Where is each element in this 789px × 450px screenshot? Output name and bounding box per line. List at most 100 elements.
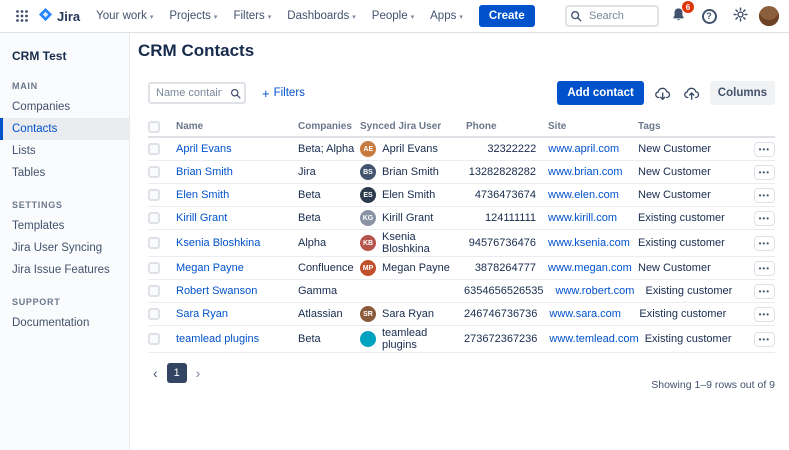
contact-name-link[interactable]: Ksenia Bloshkina: [176, 237, 261, 249]
chevron-down-icon: ▾: [213, 13, 218, 21]
site-link[interactable]: www.brian.com: [548, 166, 623, 178]
user-avatar[interactable]: [759, 6, 779, 26]
site-link[interactable]: www.kirill.com: [548, 212, 618, 224]
row-checkbox[interactable]: [148, 333, 160, 345]
site-link[interactable]: www.megan.com: [548, 262, 632, 274]
nav-item[interactable]: Your work ▾: [88, 0, 161, 32]
column-header-site[interactable]: Site: [548, 121, 567, 132]
row-checkbox[interactable]: [148, 143, 160, 155]
filters-button[interactable]: + Filters: [262, 85, 305, 101]
topbar-search-input[interactable]: [565, 5, 659, 27]
nav-item[interactable]: Dashboards ▾: [279, 0, 364, 32]
companies-cell: Beta: [298, 189, 321, 201]
sidebar-item[interactable]: Documentation: [0, 312, 129, 334]
app-switcher-icon[interactable]: [10, 4, 34, 28]
site-link[interactable]: www.april.com: [548, 143, 620, 155]
rows-summary: Showing 1–9 rows out of 9: [651, 379, 775, 391]
nav-item[interactable]: Filters ▾: [225, 0, 279, 32]
site-link[interactable]: www.sara.com: [549, 308, 621, 320]
nav-item-label: People: [371, 10, 408, 22]
topbar-right: 6 ?: [565, 1, 779, 28]
pagination-next-icon[interactable]: ›: [195, 365, 201, 381]
contact-name-link[interactable]: April Evans: [176, 143, 232, 155]
site-link[interactable]: www.robert.com: [555, 285, 635, 297]
row-checkbox[interactable]: [148, 308, 160, 320]
name-filter-input[interactable]: [148, 82, 246, 104]
pagination-prev-icon[interactable]: ‹: [153, 365, 158, 381]
companies-cell: Confluence: [298, 262, 354, 274]
row-checkbox[interactable]: [148, 212, 160, 224]
add-contact-button[interactable]: Add contact: [557, 81, 644, 105]
main-content: CRM Contacts + Filters Add contact: [130, 33, 789, 450]
synced-user-avatar: SR: [360, 306, 376, 322]
help-icon: ?: [701, 8, 717, 24]
project-title: CRM Test: [12, 49, 67, 63]
sidebar-item[interactable]: Lists: [0, 140, 129, 162]
contact-name-link[interactable]: Kirill Grant: [176, 212, 228, 224]
tags-cell: Existing customer: [644, 333, 732, 345]
companies-cell: Beta: [298, 333, 321, 345]
companies-cell: Atlassian: [298, 308, 343, 320]
contact-name-link[interactable]: Megan Payne: [176, 262, 244, 274]
row-actions-button[interactable]: •••: [753, 164, 775, 180]
site-link[interactable]: www.temlead.com: [549, 333, 639, 345]
synced-user-name: Megan Payne: [382, 262, 450, 274]
row-actions-button[interactable]: •••: [753, 283, 775, 299]
nav-item-label: Projects: [169, 10, 211, 22]
contact-name-link[interactable]: teamlead plugins: [176, 333, 260, 345]
pagination-page-current[interactable]: 1: [166, 363, 187, 383]
column-header-name[interactable]: Name: [176, 121, 204, 132]
contact-name-link[interactable]: Elen Smith: [176, 189, 230, 201]
sidebar-section-heading: SETTINGS: [12, 200, 63, 210]
nav-item[interactable]: People ▾: [364, 0, 422, 32]
row-checkbox[interactable]: [148, 237, 160, 249]
search-icon: [230, 88, 241, 102]
site-link[interactable]: www.elen.com: [548, 189, 619, 201]
site-link[interactable]: www.ksenia.com: [548, 237, 630, 249]
column-header-companies[interactable]: Companies: [298, 121, 352, 132]
column-header-synced-user[interactable]: Synced Jira User: [360, 121, 442, 132]
help-button[interactable]: ?: [697, 4, 721, 28]
sidebar-item[interactable]: Jira Issue Features: [0, 259, 129, 281]
primary-nav: Your work ▾ Projects ▾ Filters ▾ Dashboa…: [88, 0, 471, 32]
create-button[interactable]: Create: [478, 5, 535, 27]
synced-user-cell: KB Ksenia Bloshkina: [360, 231, 464, 255]
sidebar-item[interactable]: Templates: [0, 215, 129, 237]
export-cloud-upload-icon[interactable]: [681, 85, 702, 102]
row-actions-button[interactable]: •••: [753, 210, 775, 226]
gear-icon: [732, 7, 748, 25]
row-checkbox[interactable]: [148, 262, 160, 274]
row-actions-button[interactable]: •••: [753, 331, 775, 347]
row-checkbox[interactable]: [148, 166, 160, 178]
import-cloud-download-icon[interactable]: [652, 85, 673, 102]
column-header-phone[interactable]: Phone: [466, 121, 497, 132]
select-all-checkbox[interactable]: [148, 120, 160, 133]
sidebar-item[interactable]: Companies: [0, 96, 129, 118]
sidebar-item[interactable]: Tables: [0, 162, 129, 184]
columns-button[interactable]: Columns: [709, 81, 775, 105]
row-actions-button[interactable]: •••: [753, 306, 775, 322]
nav-item[interactable]: Apps ▾: [422, 0, 471, 32]
sidebar-item[interactable]: Jira User Syncing: [0, 237, 129, 259]
row-actions-button[interactable]: •••: [753, 260, 775, 276]
column-header-tags[interactable]: Tags: [638, 121, 661, 132]
nav-item[interactable]: Projects ▾: [161, 0, 225, 32]
plus-icon: +: [262, 85, 270, 101]
jira-logo[interactable]: Jira: [36, 7, 86, 25]
synced-user-avatar: ES: [360, 187, 376, 203]
row-checkbox[interactable]: [148, 285, 160, 297]
synced-user-cell: MP Megan Payne: [360, 260, 464, 276]
notifications-button[interactable]: 6: [666, 1, 694, 28]
table-row: Elen Smith Beta ES Elen Smith 4736473674…: [148, 184, 775, 207]
tags-cell: Existing customer: [645, 285, 733, 297]
row-actions-button[interactable]: •••: [753, 141, 775, 157]
sidebar-item[interactable]: Contacts: [0, 118, 129, 140]
settings-button[interactable]: [728, 4, 752, 28]
row-actions-button[interactable]: •••: [753, 187, 775, 203]
contact-name-link[interactable]: Robert Swanson: [176, 285, 258, 297]
row-actions-button[interactable]: •••: [753, 235, 775, 251]
contact-name-link[interactable]: Sara Ryan: [176, 308, 228, 320]
contact-name-link[interactable]: Brian Smith: [176, 166, 233, 178]
sidebar-section-settings: Templates Jira User Syncing Jira Issue F…: [0, 215, 129, 281]
row-checkbox[interactable]: [148, 189, 160, 201]
